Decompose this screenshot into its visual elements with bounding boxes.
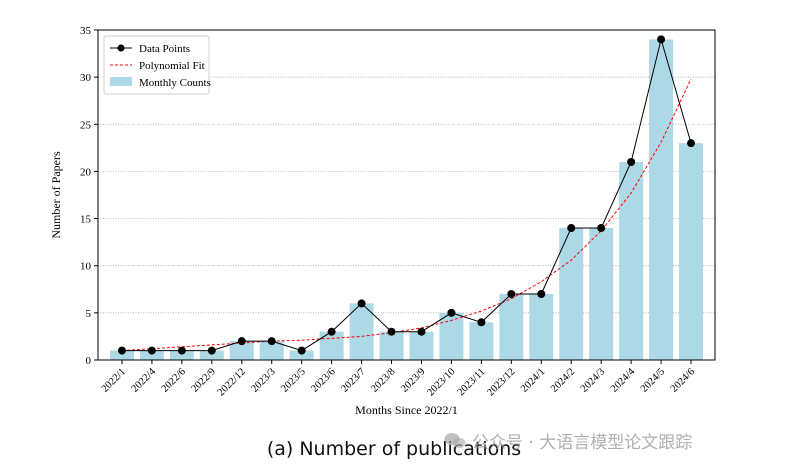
bar	[169, 350, 194, 360]
bar	[559, 228, 584, 360]
y-axis-label: Number of Papers	[49, 151, 63, 239]
x-tick-label: 2023/3	[249, 366, 277, 394]
bar	[499, 294, 524, 360]
fit-line	[121, 78, 692, 352]
bar	[259, 341, 284, 360]
bar	[589, 228, 614, 360]
bar	[199, 350, 224, 360]
y-axis-ticks: 0 5 10 15 20 25 30 35	[80, 25, 98, 367]
x-tick-label: 2024/5	[639, 366, 667, 394]
x-tick-label: 2022/1	[100, 366, 128, 394]
y-tick-label: 35	[80, 25, 92, 37]
x-tick-label: 2024/1	[519, 366, 547, 394]
data-point	[507, 290, 516, 298]
watermark: 公众号 · 大语言模型论文跟踪	[444, 428, 692, 453]
data-point	[297, 346, 306, 355]
bar	[229, 341, 254, 360]
bars	[109, 39, 704, 361]
x-tick-label: 2023/9	[399, 366, 427, 394]
data-point	[387, 327, 396, 336]
data-point	[477, 318, 486, 327]
data-point	[357, 299, 366, 308]
data-point	[117, 346, 126, 355]
bar	[679, 143, 704, 360]
bar	[319, 331, 344, 360]
bar	[649, 39, 674, 361]
legend-bar-swatch	[110, 77, 132, 86]
x-tick-label: 2024/2	[549, 366, 577, 394]
data-point	[207, 346, 216, 355]
x-tick-label: 2022/9	[190, 366, 218, 394]
legend-polynomial-fit: Polynomial Fit	[139, 60, 205, 72]
x-tick-label: 2024/4	[609, 366, 638, 395]
data-point	[417, 327, 426, 336]
x-tick-label: 2024/3	[579, 366, 607, 394]
data-point	[177, 346, 186, 355]
x-tick-label: 2022/6	[160, 366, 188, 394]
y-tick-label: 0	[86, 355, 92, 367]
x-axis-label: Months Since 2022/1	[355, 403, 458, 417]
legend-monthly-counts: Monthly Counts	[139, 77, 211, 89]
bar	[619, 162, 644, 360]
x-tick-label: 2023/8	[369, 366, 397, 394]
bar	[409, 331, 434, 360]
x-tick-label: 2023/7	[339, 366, 367, 394]
bar	[109, 350, 134, 360]
data-point	[147, 346, 156, 355]
data-point	[687, 139, 696, 148]
legend-data-points: Data Points	[139, 43, 190, 55]
watermark-text: 公众号 · 大语言模型论文跟踪	[472, 433, 693, 453]
y-tick-label: 25	[80, 119, 92, 131]
data-point	[567, 224, 576, 232]
data-point	[237, 337, 246, 346]
x-tick-label: 2023/12	[485, 366, 517, 398]
data-point	[597, 224, 606, 232]
y-tick-label: 5	[86, 308, 92, 320]
plot-frame	[97, 29, 716, 361]
bar	[379, 331, 404, 360]
x-tick-label: 2023/10	[425, 366, 457, 398]
legend-marker-swatch	[117, 44, 125, 52]
x-tick-label: 2022/12	[216, 366, 248, 398]
y-tick-label: 15	[80, 214, 92, 226]
bar	[349, 303, 374, 360]
y-tick-label: 30	[80, 72, 92, 84]
wechat-icon	[444, 432, 466, 448]
data-point	[537, 290, 546, 298]
bar	[469, 322, 494, 360]
data-line	[122, 37, 692, 352]
data-point	[327, 327, 336, 336]
x-tick-label: 2023/11	[456, 366, 488, 398]
bar	[139, 350, 164, 360]
y-tick-label: 10	[80, 261, 92, 273]
data-point	[657, 35, 666, 44]
x-tick-label: 2023/5	[279, 366, 307, 394]
data-point	[627, 158, 636, 166]
bar	[529, 294, 554, 360]
y-tick-label: 20	[80, 166, 92, 178]
data-point	[447, 308, 456, 317]
x-tick-label: 2024/6	[669, 366, 697, 394]
x-tick-label: 2023/6	[309, 366, 337, 394]
x-tick-label: 2022/4	[130, 366, 159, 395]
fit-curve	[121, 78, 692, 352]
data-point	[267, 337, 276, 346]
bar	[439, 312, 464, 360]
data-points	[117, 35, 696, 355]
bar	[289, 350, 314, 360]
legend: Data Points Polynomial Fit Monthly Count…	[103, 35, 211, 95]
